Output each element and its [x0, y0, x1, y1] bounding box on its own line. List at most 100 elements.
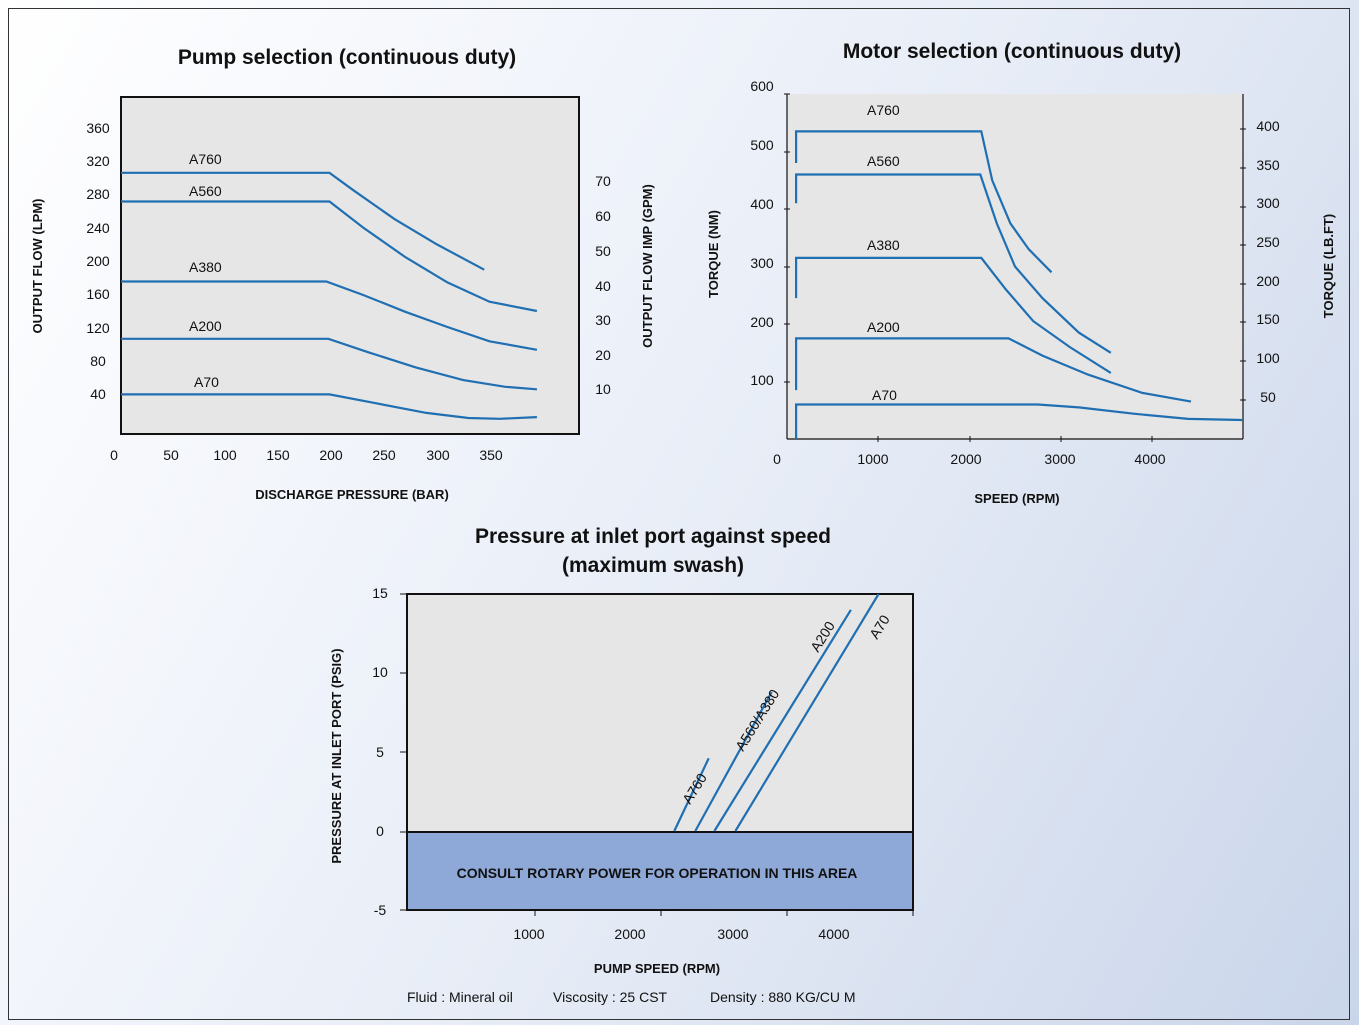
- consult-area-label: CONSULT ROTARY POWER FOR OPERATION IN TH…: [457, 865, 858, 881]
- motor-ytick: 600: [750, 78, 774, 94]
- inlet-ytick: 10: [372, 664, 388, 680]
- pump-ytick: 200: [86, 253, 110, 269]
- pump-xlabel: DISCHARGE PRESSURE (BAR): [255, 487, 449, 502]
- motor-y2tick: 200: [1256, 273, 1280, 289]
- pump-y2-tick-labels: 10 20 30 40 50 60 70: [595, 173, 611, 397]
- pump-series-label: A70: [194, 374, 219, 390]
- inlet-plot-area: [407, 594, 913, 832]
- motor-curve-a200: [795, 337, 1192, 403]
- pump-ylabel: OUTPUT FLOW (LPM): [30, 198, 45, 333]
- inlet-ytick: -5: [374, 902, 387, 918]
- pump-xtick: 250: [372, 447, 396, 463]
- pump-y2tick: 70: [595, 173, 611, 189]
- motor-y2tick: 150: [1256, 311, 1280, 327]
- motor-y2tick: 350: [1256, 157, 1280, 173]
- motor-y2tick: 250: [1256, 234, 1280, 250]
- inlet-xtick: 1000: [513, 926, 544, 942]
- pump-y2tick: 60: [595, 208, 611, 224]
- pump-x-tick-labels: 0 50 100 150 200 250 300 350: [110, 447, 503, 463]
- motor-series-label: A200: [867, 319, 900, 335]
- motor-ytick: 300: [750, 255, 774, 271]
- motor-ytick: 400: [750, 196, 774, 212]
- inlet-line-a760: [673, 757, 710, 832]
- motor-y2tick: 100: [1256, 350, 1280, 366]
- pump-series-label: A380: [189, 259, 222, 275]
- pump-ytick: 40: [90, 386, 106, 402]
- inlet-chart-title-line1: Pressure at inlet port against speed: [475, 525, 831, 548]
- inlet-ytick: 5: [376, 744, 384, 760]
- motor-curve-a760: [795, 130, 1053, 274]
- pump-series: [121, 171, 538, 420]
- pump-chart-title: Pump selection (continuous duty): [178, 46, 516, 69]
- motor-series-label: A380: [867, 237, 900, 253]
- motor-series-label: A760: [867, 102, 900, 118]
- motor-y2tick: 400: [1256, 118, 1280, 134]
- pump-y2label: OUTPUT FLOW IMP (GPM): [640, 184, 655, 348]
- pump-xtick: 0: [110, 447, 118, 463]
- footer-density: Density : 880 KG/CU M: [710, 989, 856, 1005]
- footer-viscosity: Viscosity : 25 CST: [553, 989, 668, 1005]
- motor-y2tick: 50: [1260, 389, 1276, 405]
- pump-ytick: 120: [86, 320, 110, 336]
- pump-xtick: 100: [213, 447, 237, 463]
- motor-series: [795, 130, 1243, 439]
- inlet-ytick: 0: [376, 823, 384, 839]
- pump-chart: Pump selection (continuous duty) OUTPUT …: [30, 46, 655, 502]
- motor-y2-tick-labels: 50 100 150 200 250 300 350 400: [1256, 118, 1280, 405]
- motor-chart-title: Motor selection (continuous duty): [843, 40, 1181, 63]
- pump-ytick: 160: [86, 286, 110, 302]
- motor-ytick: 200: [750, 314, 774, 330]
- inlet-chart-title-line2: (maximum swash): [562, 554, 744, 577]
- pump-curve-a760: [121, 171, 485, 271]
- motor-tick-marks: [784, 93, 1246, 442]
- pump-plot-area: [120, 96, 580, 435]
- inlet-ylabel: PRESSURE AT INLET PORT (PSIG): [329, 648, 344, 863]
- pump-curve-a380: [121, 280, 538, 351]
- motor-xtick: 1000: [857, 451, 888, 467]
- pump-y2tick: 40: [595, 278, 611, 294]
- inlet-ytick: 15: [372, 585, 388, 601]
- motor-xtick: 2000: [950, 451, 981, 467]
- inlet-line-a560-a380: [694, 691, 773, 832]
- pump-ytick: 320: [86, 153, 110, 169]
- inlet-line-a70: [734, 593, 880, 832]
- pump-xtick: 50: [163, 447, 179, 463]
- motor-x-tick-labels: 0 1000 2000 3000 4000: [773, 451, 1166, 467]
- pump-series-label: A200: [189, 318, 222, 334]
- motor-curve-a560: [795, 173, 1112, 354]
- pump-xtick: 200: [319, 447, 343, 463]
- inlet-xtick: 2000: [614, 926, 645, 942]
- pump-curve-a70: [121, 393, 537, 420]
- motor-y2tick: 300: [1256, 195, 1280, 211]
- pump-y2tick: 10: [595, 381, 611, 397]
- consult-area: [407, 832, 913, 910]
- motor-ytick: 500: [750, 137, 774, 153]
- figure-frame: [8, 8, 1350, 1020]
- pump-series-label: A760: [189, 151, 222, 167]
- inlet-series: [673, 593, 880, 832]
- footer: Fluid : Mineral oil Viscosity : 25 CST D…: [407, 989, 856, 1005]
- pump-ytick: 240: [86, 220, 110, 236]
- inlet-xtick: 4000: [818, 926, 849, 942]
- motor-curve-a70: [795, 403, 1243, 439]
- motor-ytick: 100: [750, 372, 774, 388]
- pump-y2tick: 20: [595, 347, 611, 363]
- motor-xtick: 4000: [1134, 451, 1165, 467]
- motor-xtick: 0: [773, 451, 781, 467]
- motor-series-label: A560: [867, 153, 900, 169]
- pump-xtick: 150: [266, 447, 290, 463]
- motor-xtick: 3000: [1044, 451, 1075, 467]
- pump-y2tick: 50: [595, 243, 611, 259]
- motor-y2label: TORQUE (LB.FT): [1321, 214, 1336, 318]
- inlet-chart: Pressure at inlet port against speed (ma…: [329, 525, 914, 976]
- motor-series-label: A70: [872, 387, 897, 403]
- motor-y-tick-labels: 100 200 300 400 500 600: [750, 78, 774, 388]
- pump-series-label: A560: [189, 183, 222, 199]
- pump-xtick: 350: [479, 447, 503, 463]
- footer-fluid: Fluid : Mineral oil: [407, 989, 513, 1005]
- motor-xlabel: SPEED (RPM): [974, 491, 1059, 506]
- pump-y2tick: 30: [595, 312, 611, 328]
- pump-ytick: 280: [86, 186, 110, 202]
- pump-curve-a560: [121, 200, 538, 313]
